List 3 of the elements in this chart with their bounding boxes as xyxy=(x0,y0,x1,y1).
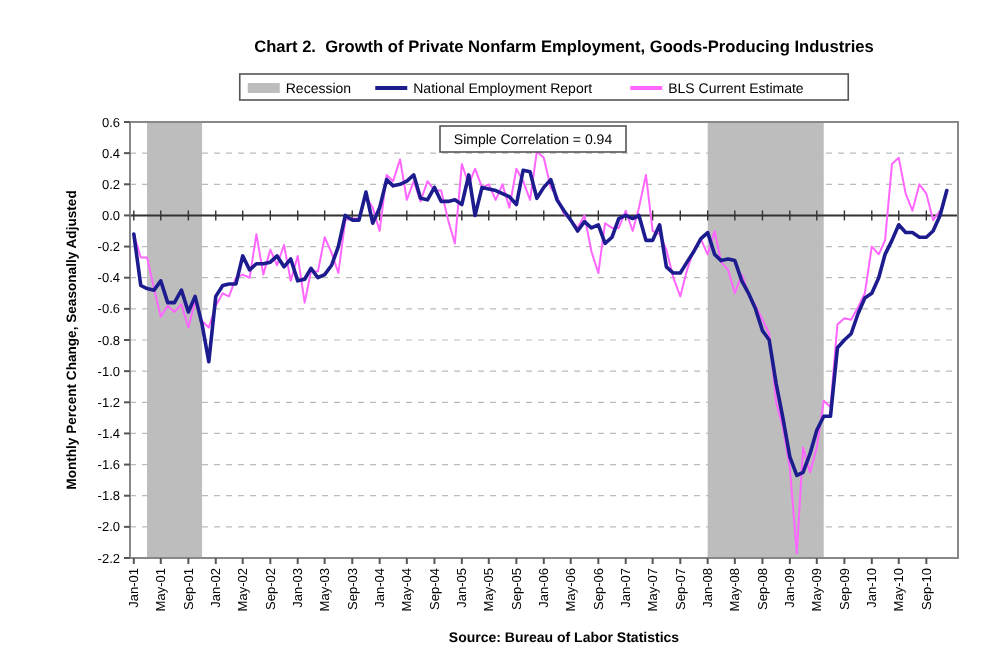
line-series xyxy=(132,168,949,478)
line-series xyxy=(132,150,942,555)
chart-title: Chart 2. Growth of Private Nonfarm Employment, Goods-Producing Industries xyxy=(254,36,875,56)
